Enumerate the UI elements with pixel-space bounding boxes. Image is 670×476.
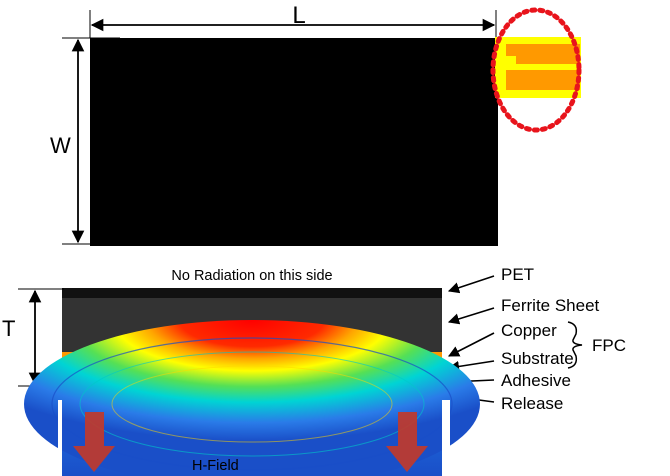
label-copper: Copper (501, 321, 557, 340)
h-field-label: H-Field (192, 458, 239, 474)
thickness-label: T (2, 316, 15, 341)
length-label: L (292, 2, 305, 29)
highlight-circle (490, 7, 582, 133)
field-arrow-left (73, 412, 115, 472)
fpc-brace (567, 321, 583, 369)
label-adhesive: Adhesive (501, 371, 571, 390)
fpc-connector-pad (495, 37, 581, 98)
antenna-sheet (90, 38, 498, 246)
width-label: W (50, 133, 71, 158)
label-release: Release (501, 394, 563, 413)
label-ferrite-sheet: Ferrite Sheet (501, 296, 600, 315)
label-substrate: Substrate (501, 349, 574, 368)
field-arrow-right (386, 412, 428, 472)
label-pet: PET (501, 265, 534, 284)
h-field-plot (24, 320, 480, 476)
length-dimension: L (89, 2, 497, 38)
width-dimension: W (50, 37, 120, 245)
no-radiation-label: No Radiation on this side (171, 268, 332, 284)
fpc-label: FPC (592, 336, 626, 355)
layer-pet (62, 288, 442, 298)
